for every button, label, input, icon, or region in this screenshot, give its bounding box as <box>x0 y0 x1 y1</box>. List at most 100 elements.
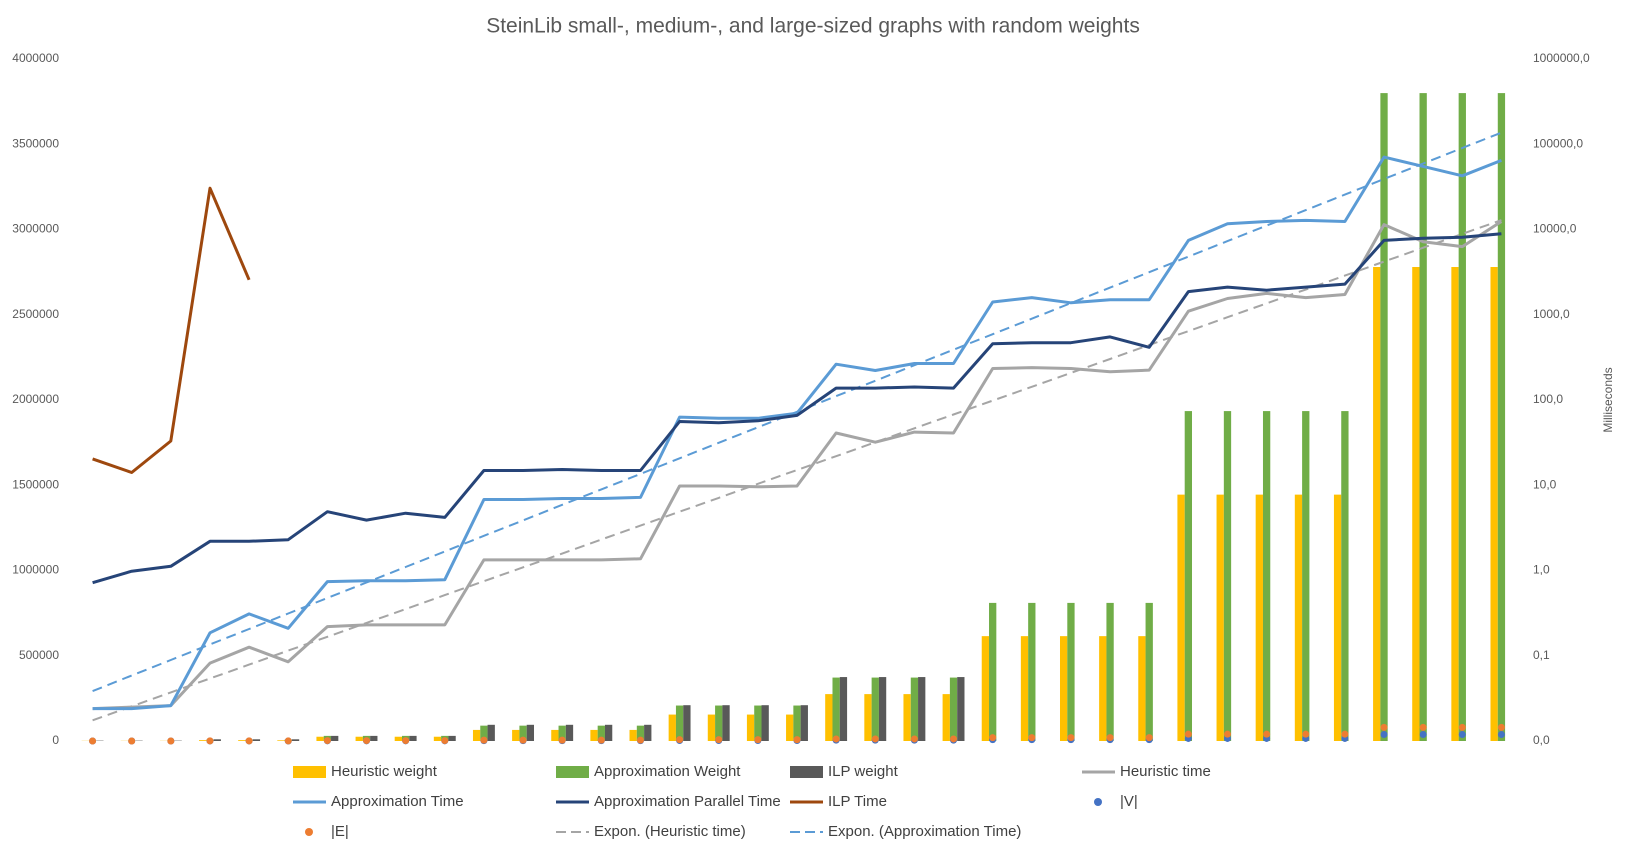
bar <box>487 724 495 741</box>
bar <box>551 729 559 741</box>
legend-swatch <box>305 828 313 836</box>
scatter-point <box>1067 734 1075 742</box>
scatter-point <box>636 736 644 744</box>
scatter-point <box>128 737 136 745</box>
bar <box>252 739 261 741</box>
bar <box>1497 93 1506 742</box>
bar <box>433 736 442 741</box>
y-tick-label: 4000000 <box>12 51 59 65</box>
bar <box>675 705 684 741</box>
scatter-point <box>1223 730 1231 738</box>
y-tick-label: 500000 <box>19 648 59 662</box>
bar <box>864 694 872 741</box>
legend-swatch <box>293 766 326 778</box>
legend-label: ILP Time <box>828 793 887 810</box>
y2-axis-label: Milliseconds <box>1601 367 1615 432</box>
bar <box>754 705 762 741</box>
bar <box>519 725 527 741</box>
bar <box>238 740 246 741</box>
legend-label: ILP weight <box>828 763 899 780</box>
bar <box>1458 93 1466 742</box>
bar <box>277 740 285 741</box>
y-tick-label: 3500000 <box>12 136 59 150</box>
bar <box>981 636 990 741</box>
scatter-point <box>441 737 449 745</box>
bar <box>1412 267 1420 741</box>
bar <box>761 705 769 741</box>
bar <box>715 705 723 741</box>
bar <box>1067 602 1075 741</box>
bar <box>316 736 324 741</box>
bar <box>746 714 755 741</box>
bar <box>394 736 402 741</box>
y2-tick-label: 100000,0 <box>1533 136 1583 150</box>
bar <box>668 714 676 741</box>
bar <box>526 724 535 741</box>
bar <box>1223 411 1232 741</box>
legend-label: Approximation Weight <box>594 763 741 780</box>
bar <box>800 705 808 741</box>
bar <box>786 714 794 741</box>
bar <box>1255 494 1263 741</box>
bar <box>213 739 221 741</box>
scatter-point <box>1028 734 1036 742</box>
bar <box>1373 267 1381 741</box>
bar <box>1216 494 1224 741</box>
scatter-point <box>793 736 801 744</box>
bar <box>644 724 652 741</box>
bar <box>1028 602 1036 741</box>
scatter-point <box>950 735 958 743</box>
bar <box>722 705 730 741</box>
scatter-point <box>1341 730 1349 738</box>
bar <box>472 729 481 741</box>
bar <box>903 694 911 741</box>
bar <box>942 694 950 741</box>
scatter-point <box>989 734 997 742</box>
scatter-point <box>1106 734 1114 742</box>
bar <box>1262 411 1271 741</box>
bar <box>918 677 926 741</box>
y2-tick-label: 1000,0 <box>1533 307 1570 321</box>
legend-label: Approximation Time <box>331 793 464 810</box>
trend-line <box>92 219 1502 722</box>
bar <box>370 735 378 741</box>
chart-title: SteinLib small-, medium-, and large-size… <box>486 15 1140 38</box>
scatter-point <box>363 737 371 745</box>
scatter-point <box>676 736 684 744</box>
legend-swatch <box>790 766 823 778</box>
bar <box>707 714 716 741</box>
bar <box>1106 602 1114 741</box>
bar <box>1177 494 1185 741</box>
scatter-point <box>323 737 331 745</box>
y2-tick-label: 0,1 <box>1533 648 1550 662</box>
bar <box>480 725 488 741</box>
y-tick-label: 2500000 <box>12 307 59 321</box>
line <box>92 232 1502 585</box>
y-tick-label: 3000000 <box>12 222 59 236</box>
bar <box>590 729 598 741</box>
line <box>92 155 1502 711</box>
bar <box>871 677 879 741</box>
scatter-point <box>1380 723 1388 731</box>
bar <box>1184 411 1193 741</box>
bar <box>636 725 645 741</box>
scatter-point <box>1263 730 1271 738</box>
y2-tick-label: 1,0 <box>1533 563 1550 577</box>
bar <box>1490 267 1498 741</box>
scatter-point <box>1419 723 1427 731</box>
bar <box>683 705 691 741</box>
scatter-point <box>1497 731 1505 739</box>
scatter-point <box>1458 731 1466 739</box>
y2-tick-label: 10,0 <box>1533 477 1557 491</box>
scatter-point <box>1497 723 1505 731</box>
legend-swatch <box>1094 798 1102 806</box>
legend-label: Approximation Parallel Time <box>594 793 781 810</box>
legend-label: Expon. (Heuristic time) <box>594 823 746 840</box>
bar <box>1059 636 1068 741</box>
bar <box>1451 267 1459 741</box>
scatter-point <box>715 736 723 744</box>
bar <box>1020 636 1029 741</box>
bar <box>512 729 520 741</box>
bar <box>409 735 417 741</box>
